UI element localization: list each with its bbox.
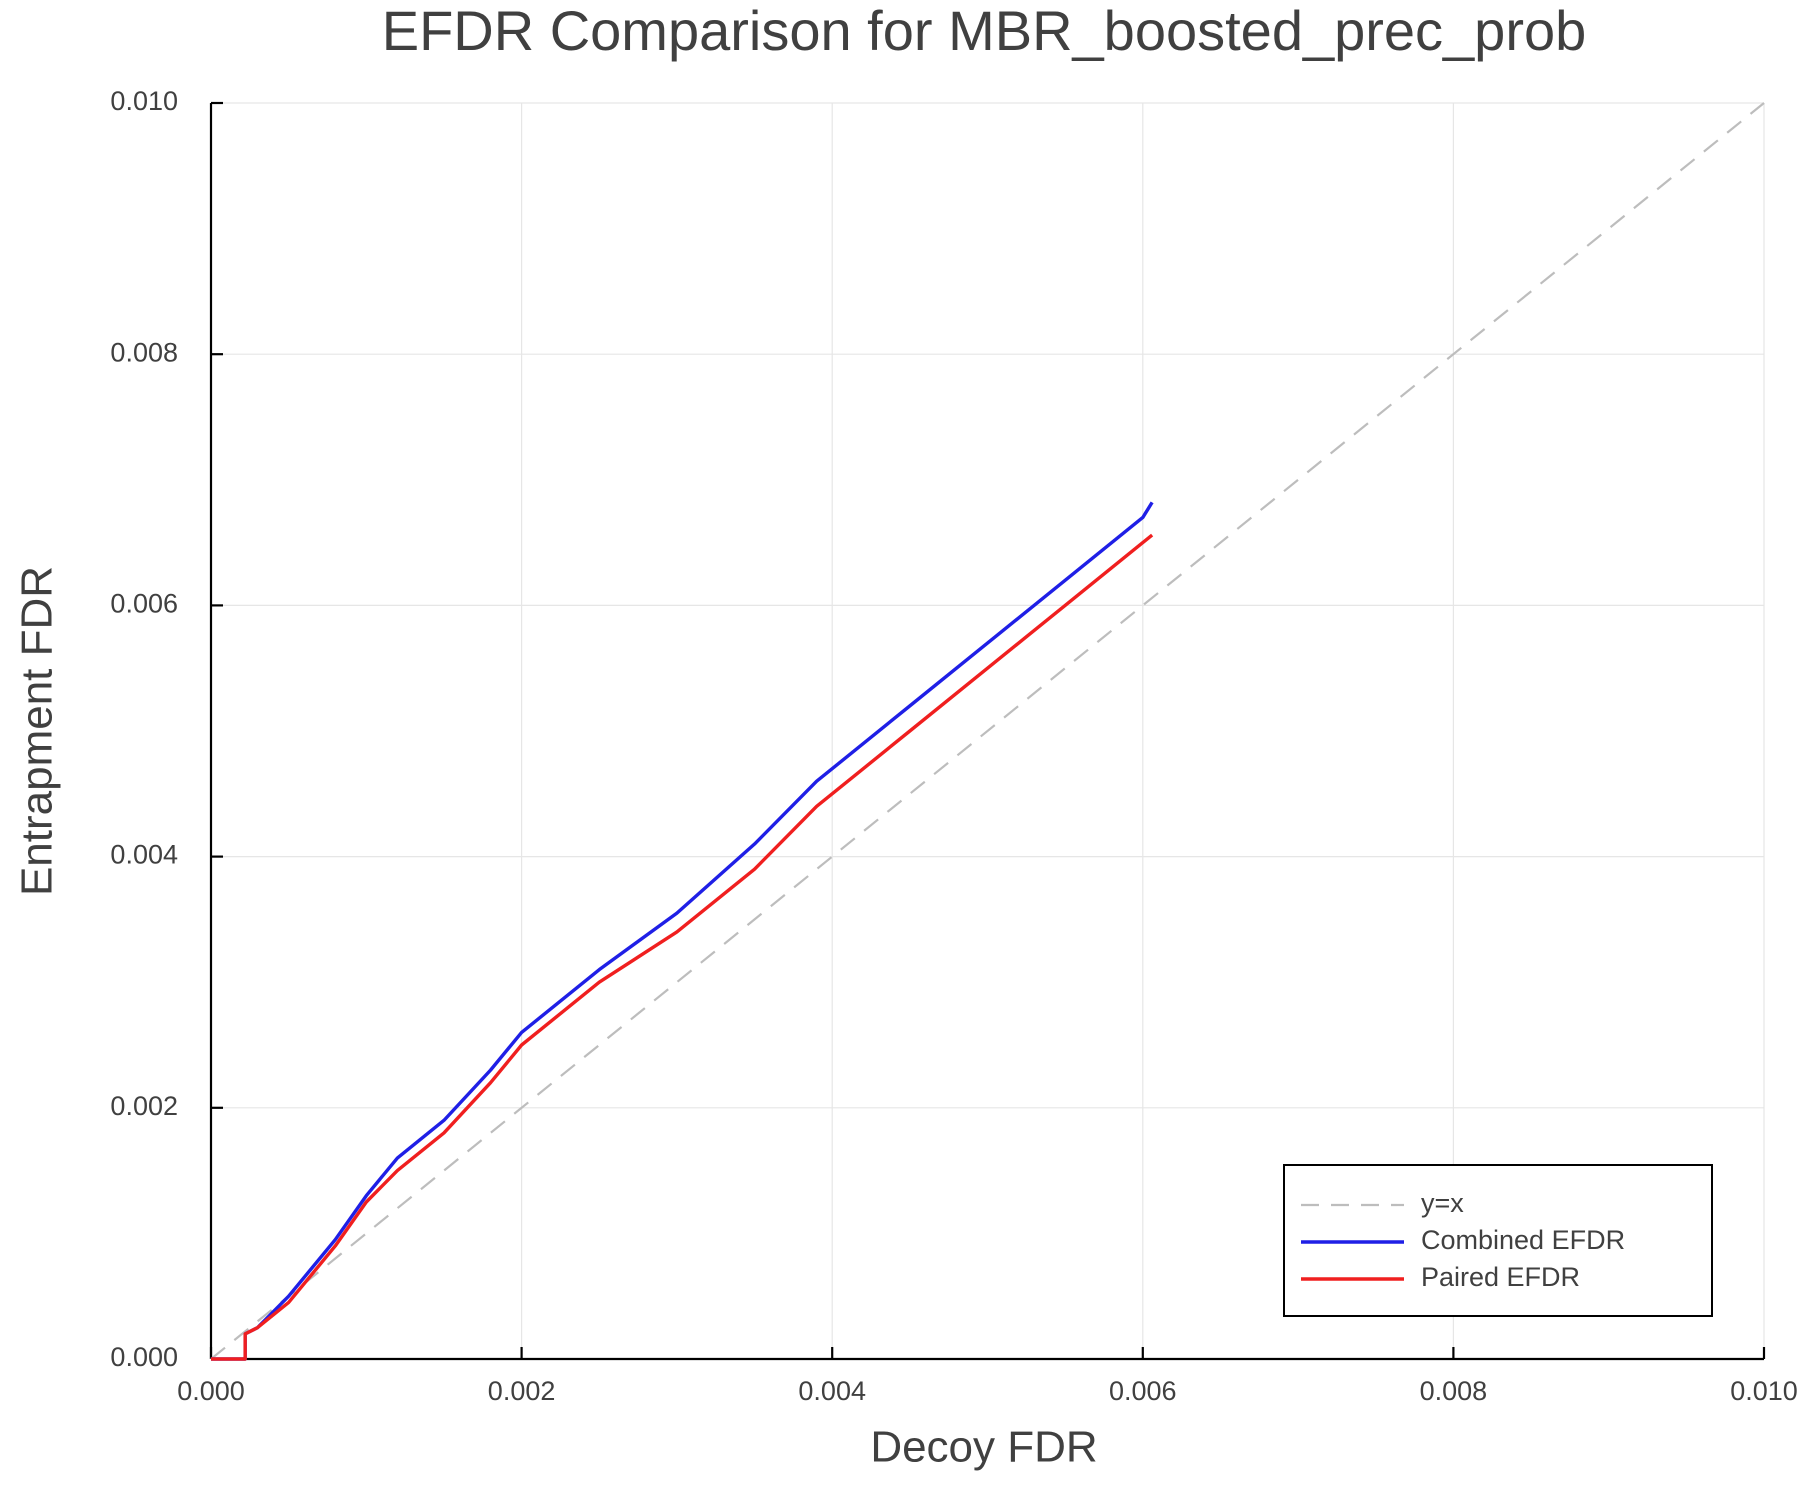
y-tick-label: 0.000	[110, 1342, 178, 1372]
y-tick-label: 0.004	[110, 840, 178, 870]
series-line	[211, 533, 1154, 1361]
series-line	[210, 102, 1765, 1360]
y-tick-label: 0.010	[110, 86, 178, 116]
y-axis-label: Entrapment FDR	[13, 566, 62, 896]
y-tick-label: 0.002	[110, 1091, 178, 1121]
x-tick-label: 0.002	[488, 1376, 556, 1406]
legend-label: y=x	[1421, 1188, 1464, 1218]
x-tick-label: 0.010	[1730, 1376, 1798, 1406]
x-axis-label: Decoy FDR	[870, 1423, 1097, 1472]
y-tick-label: 0.006	[110, 589, 178, 619]
x-tick-label: 0.006	[1109, 1376, 1177, 1406]
y-tick-label: 0.008	[110, 337, 178, 367]
chart-title: EFDR Comparison for MBR_boosted_prec_pro…	[382, 0, 1587, 62]
x-tick-label: 0.008	[1420, 1376, 1488, 1406]
series-line	[211, 501, 1154, 1361]
x-tick-label: 0.004	[798, 1376, 866, 1406]
legend-label: Combined EFDR	[1421, 1225, 1625, 1255]
legend-label: Paired EFDR	[1421, 1262, 1580, 1292]
x-tick-label: 0.000	[177, 1376, 245, 1406]
